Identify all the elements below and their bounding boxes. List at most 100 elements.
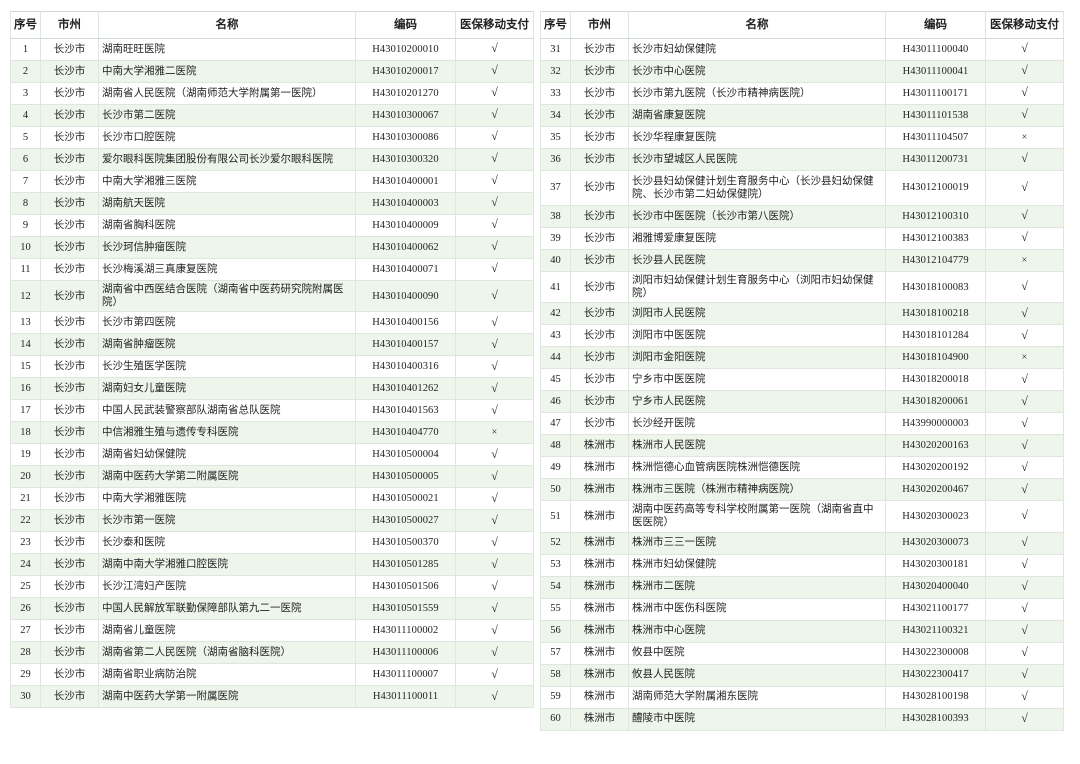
check-icon: √ bbox=[491, 534, 498, 549]
table-row: 22 长沙市 长沙市第一医院 H43010500027 √ bbox=[10, 509, 534, 533]
cell-code: H43028100393 bbox=[885, 707, 986, 731]
cell-mobile-payment: √ bbox=[455, 531, 534, 555]
table-row: 3 长沙市 湖南省人民医院（湖南师范大学附属第一医院） H43010201270 √ bbox=[10, 82, 534, 105]
cell-mobile-payment: √ bbox=[455, 104, 534, 127]
check-icon: √ bbox=[491, 468, 498, 483]
cell-mobile-payment: √ bbox=[455, 214, 534, 237]
cell-index: 47 bbox=[540, 412, 571, 436]
cell-index: 17 bbox=[10, 399, 41, 423]
check-icon: √ bbox=[1021, 393, 1028, 408]
cell-mobile-payment: √ bbox=[455, 685, 534, 709]
cell-city: 株洲市 bbox=[570, 500, 629, 533]
cell-city: 长沙市 bbox=[40, 421, 99, 445]
table-row: 50 株洲市 株洲市三医院（株洲市精神病医院） H43020200467 √ bbox=[540, 478, 1064, 502]
check-icon: √ bbox=[1021, 107, 1028, 122]
cell-code: H43010400062 bbox=[355, 236, 456, 259]
cell-code: H43010401262 bbox=[355, 377, 456, 401]
check-icon: √ bbox=[1021, 481, 1028, 496]
cell-index: 40 bbox=[540, 249, 571, 272]
cell-city: 长沙市 bbox=[40, 236, 99, 259]
check-icon: √ bbox=[491, 402, 498, 417]
cell-name: 株洲市中心医院 bbox=[628, 619, 886, 643]
cell-index: 52 bbox=[540, 531, 571, 555]
check-icon: √ bbox=[491, 600, 498, 615]
column-header-payment: 医保移动支付 bbox=[985, 11, 1064, 39]
cell-index: 24 bbox=[10, 553, 41, 577]
cell-code: H43011100006 bbox=[355, 641, 456, 665]
table-row: 18 长沙市 中信湘雅生殖与遗传专科医院 H43010404770 × bbox=[10, 421, 534, 445]
cell-code: H43022300417 bbox=[885, 663, 986, 687]
cell-city: 长沙市 bbox=[570, 390, 629, 414]
cell-mobile-payment: √ bbox=[455, 575, 534, 599]
table-row: 2 长沙市 中南大学湘雅二医院 H43010200017 √ bbox=[10, 60, 534, 83]
cell-code: H43011101538 bbox=[885, 104, 986, 127]
cell-name: 株洲恺德心血管病医院株洲恺德医院 bbox=[628, 456, 886, 480]
cell-index: 46 bbox=[540, 390, 571, 414]
cell-mobile-payment: √ bbox=[455, 258, 534, 281]
table-row: 27 长沙市 湖南省儿童医院 H43011100002 √ bbox=[10, 619, 534, 643]
cell-city: 株洲市 bbox=[570, 434, 629, 458]
cell-name: 湖南妇女儿童医院 bbox=[98, 377, 356, 401]
cell-mobile-payment: √ bbox=[985, 148, 1064, 171]
cell-name: 长沙梅溪湖三真康复医院 bbox=[98, 258, 356, 281]
check-icon: √ bbox=[491, 314, 498, 329]
cell-city: 长沙市 bbox=[40, 60, 99, 83]
cell-code: H43010400090 bbox=[355, 279, 456, 313]
cell-index: 20 bbox=[10, 465, 41, 489]
check-icon: √ bbox=[491, 195, 498, 210]
cell-code: H43010400009 bbox=[355, 214, 456, 237]
check-icon: √ bbox=[1021, 415, 1028, 430]
check-icon: √ bbox=[491, 288, 498, 303]
check-icon: √ bbox=[1021, 151, 1028, 166]
cell-index: 50 bbox=[540, 478, 571, 502]
cell-index: 43 bbox=[540, 324, 571, 348]
cell-index: 12 bbox=[10, 279, 41, 313]
cell-mobile-payment: √ bbox=[985, 368, 1064, 392]
cell-city: 长沙市 bbox=[40, 619, 99, 643]
cell-mobile-payment: × bbox=[985, 249, 1064, 272]
cell-code: H43011100040 bbox=[885, 38, 986, 61]
table-row: 20 长沙市 湖南中医药大学第二附属医院 H43010500005 √ bbox=[10, 465, 534, 489]
cell-name: 湖南省职业病防治院 bbox=[98, 663, 356, 687]
cell-mobile-payment: √ bbox=[455, 597, 534, 621]
cell-city: 长沙市 bbox=[570, 324, 629, 348]
cell-mobile-payment: × bbox=[455, 421, 534, 445]
cell-name: 长沙经开医院 bbox=[628, 412, 886, 436]
cell-code: H43010200010 bbox=[355, 38, 456, 61]
cell-index: 1 bbox=[10, 38, 41, 61]
cell-city: 长沙市 bbox=[40, 192, 99, 215]
column-header-index: 序号 bbox=[540, 11, 571, 39]
header-row: 序号 市州 名称 编码 医保移动支付 bbox=[540, 11, 1064, 39]
cell-code: H43010400156 bbox=[355, 311, 456, 335]
table-row: 53 株洲市 株洲市妇幼保健院 H43020300181 √ bbox=[540, 553, 1064, 577]
cell-code: H43010300086 bbox=[355, 126, 456, 149]
table-row: 55 株洲市 株洲市中医伤科医院 H43021100177 √ bbox=[540, 597, 1064, 621]
check-icon: √ bbox=[491, 380, 498, 395]
cell-mobile-payment: √ bbox=[455, 82, 534, 105]
cell-city: 长沙市 bbox=[40, 38, 99, 61]
cell-code: H43011100002 bbox=[355, 619, 456, 643]
cell-index: 57 bbox=[540, 641, 571, 665]
table-row: 48 株洲市 株洲市人民医院 H43020200163 √ bbox=[540, 434, 1064, 458]
column-header-index: 序号 bbox=[10, 11, 41, 39]
cell-name: 湖南省儿童医院 bbox=[98, 619, 356, 643]
cell-index: 60 bbox=[540, 707, 571, 731]
cross-icon: × bbox=[491, 427, 498, 439]
cell-city: 长沙市 bbox=[570, 368, 629, 392]
check-icon: √ bbox=[491, 644, 498, 659]
cell-mobile-payment: √ bbox=[985, 324, 1064, 348]
cell-name: 湖南中医药大学第二附属医院 bbox=[98, 465, 356, 489]
cell-index: 37 bbox=[540, 170, 571, 206]
column-header-city: 市州 bbox=[570, 11, 629, 39]
cell-name: 浏阳市人民医院 bbox=[628, 302, 886, 326]
cell-city: 长沙市 bbox=[40, 279, 99, 313]
cell-index: 8 bbox=[10, 192, 41, 215]
check-icon: √ bbox=[1021, 208, 1028, 223]
cell-name: 湖南中医药大学第一附属医院 bbox=[98, 685, 356, 709]
table-row: 49 株洲市 株洲恺德心血管病医院株洲恺德医院 H43020200192 √ bbox=[540, 456, 1064, 480]
cell-index: 55 bbox=[540, 597, 571, 621]
cell-name: 株洲市二医院 bbox=[628, 575, 886, 599]
cell-code: H43022300008 bbox=[885, 641, 986, 665]
cell-city: 长沙市 bbox=[40, 663, 99, 687]
